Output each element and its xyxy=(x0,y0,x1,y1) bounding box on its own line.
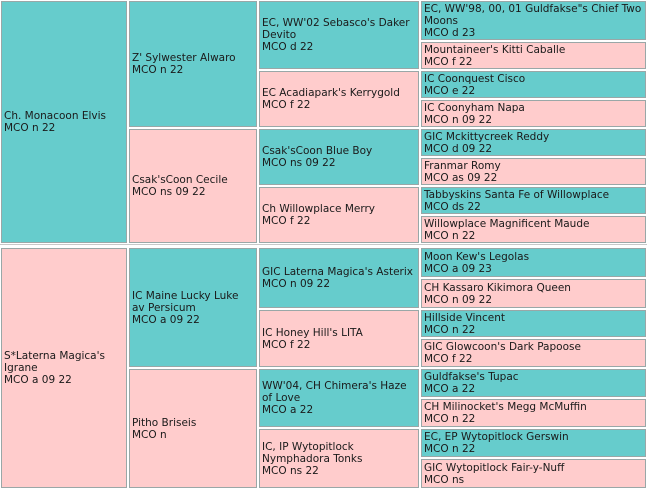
cat-name: EC Acadiapark's Kerrygold xyxy=(262,87,400,99)
cat-code: MCO n 22 xyxy=(424,413,476,425)
pedigree-cell-sdds: Tabbyskins Santa Fe of Willowplace MCO ds… xyxy=(420,186,647,215)
cat-name: Guldfakse's Tupac xyxy=(424,371,519,383)
pedigree-cell-sdsd: Franmar Romy MCO as 09 22 xyxy=(420,157,647,186)
cat-code: MCO ds 22 xyxy=(424,200,481,213)
cat-code: MCO a 09 22 xyxy=(4,374,72,386)
cat-name: Tabbyskins Santa Fe of Willowplace xyxy=(424,188,610,201)
pedigree-cell-sssd: Mountaineer's Kitti Caballe MCO f 22 xyxy=(420,41,647,70)
cat-name: GIC Glowcoon's Dark Papoose xyxy=(424,341,581,353)
cat-code: MCO f 22 xyxy=(262,338,311,351)
cat-name: GIC Mckittycreek Reddy xyxy=(424,130,550,143)
cat-code: MCO a 22 xyxy=(424,383,476,395)
cat-name: GIC Wytopitlock Fair-y-Nuff xyxy=(424,461,565,474)
cat-name: Ch Willowplace Merry xyxy=(262,203,376,215)
cat-name: GIC Laterna Magica's Asterix xyxy=(262,266,413,278)
pedigree-cell-ssdd: IC Coonyham Napa MCO n 09 22 xyxy=(420,99,647,128)
pedigree-cell-dssd: CH Kassaro Kikimora Queen MCO n 09 22 xyxy=(420,278,647,309)
cat-name: IC Coonyham Napa xyxy=(424,101,525,114)
pedigree-cell-dddd: GIC Wytopitlock Fair-y-Nuff MCO ns xyxy=(420,458,647,489)
cat-name: EC, WW'02 Sebasco's Daker Devito xyxy=(262,17,410,41)
cat-name: IC Maine Lucky Luke av Persicum xyxy=(132,289,239,314)
pedigree-cell-sdss: GIC Mckittycreek Reddy MCO d 09 22 xyxy=(420,128,647,157)
cat-code: MCO n 22 xyxy=(424,323,476,336)
cat-code: MCO f 22 xyxy=(424,55,473,68)
cat-code: MCO d 22 xyxy=(262,41,314,53)
cat-code: MCO n 22 xyxy=(424,443,476,455)
cat-code: MCO n 09 22 xyxy=(424,113,493,126)
cat-name: IC Coonquest Cisco xyxy=(424,72,526,85)
cat-code: MCO f 22 xyxy=(262,99,311,111)
cat-code: MCO a 09 22 xyxy=(132,313,200,326)
cat-name: WW'04, CH Chimera's Haze of Love xyxy=(262,380,407,404)
cat-code: MCO n 22 xyxy=(4,122,56,134)
cat-code: MCO f 22 xyxy=(424,353,473,365)
pedigree-cell-ss: Z' Sylwester Alwaro MCO n 22 xyxy=(128,0,258,128)
cat-name: Hillside Vincent xyxy=(424,311,506,324)
cat-code: MCO n 09 22 xyxy=(262,278,331,290)
cat-name: CH Kassaro Kikimora Queen xyxy=(424,281,571,294)
pedigree-cell-dd: Pitho Briseis MCO n xyxy=(128,368,258,489)
cat-code: MCO f 22 xyxy=(262,215,311,227)
cat-code: MCO a 22 xyxy=(262,404,314,416)
pedigree-sire: Ch. Monacoon Elvis MCO n 22 xyxy=(0,0,128,244)
pedigree-cell-ddds: EC, EP Wytopitlock Gerswin MCO n 22 xyxy=(420,428,647,458)
cat-code: MCO n 09 22 xyxy=(424,293,493,306)
pedigree-cell-sdd: Ch Willowplace Merry MCO f 22 xyxy=(258,186,420,244)
pedigree-cell-dsd: IC Honey Hill's LITA MCO f 22 xyxy=(258,309,420,368)
pedigree-cell-dsdd: GIC Glowcoon's Dark Papoose MCO f 22 xyxy=(420,338,647,368)
cat-name: Willowplace Magnificent Maude xyxy=(424,217,590,230)
cat-name: Moon Kew's Legolas xyxy=(424,250,530,263)
pedigree-cell-dsss: Moon Kew's Legolas MCO a 09 23 xyxy=(420,247,647,278)
cat-name: EC, WW'98, 00, 01 Guldfakse"s Chief Two … xyxy=(424,2,642,27)
pedigree-cell-sss: EC, WW'02 Sebasco's Daker Devito MCO d 22 xyxy=(258,0,420,70)
cat-code: MCO a 09 23 xyxy=(424,262,492,275)
cat-name: Csak'sCoon Blue Boy xyxy=(262,145,373,157)
cat-code: MCO as 09 22 xyxy=(424,171,498,184)
cat-name: Z' Sylwester Alwaro xyxy=(132,52,236,64)
pedigree-cell-ds: IC Maine Lucky Luke av Persicum MCO a 09 … xyxy=(128,247,258,368)
cat-name: Franmar Romy xyxy=(424,159,501,172)
cat-name: S*Laterna Magica's Igrane xyxy=(4,350,105,374)
pedigree-cell-sds: Csak'sCoon Blue Boy MCO ns 09 22 xyxy=(258,128,420,186)
cat-name: CH Milinocket's Megg McMuffin xyxy=(424,401,587,413)
cat-name: IC, IP Wytopitlock Nymphadora Tonks xyxy=(262,440,363,465)
cat-code: MCO d 23 xyxy=(424,26,476,39)
pedigree-cell-ssds: IC Coonquest Cisco MCO e 22 xyxy=(420,70,647,99)
pedigree-cell-ssss: EC, WW'98, 00, 01 Guldfakse"s Chief Two … xyxy=(420,0,647,41)
cat-code: MCO d 09 22 xyxy=(424,142,493,155)
cat-code: MCO n 22 xyxy=(424,229,476,242)
cat-code: MCO n 22 xyxy=(132,64,184,76)
cat-code: MCO e 22 xyxy=(424,84,476,97)
cat-code: MCO ns 22 xyxy=(262,464,319,477)
pedigree-cell-ddd: IC, IP Wytopitlock Nymphadora Tonks MCO n… xyxy=(258,428,420,489)
cat-code: MCO n xyxy=(132,428,167,441)
cat-name: EC, EP Wytopitlock Gerswin xyxy=(424,431,569,443)
cat-name: Csak'sCoon Cecile xyxy=(132,174,228,186)
pedigree-cell-ddsd: CH Milinocket's Megg McMuffin MCO n 22 xyxy=(420,398,647,428)
pedigree-cell-sddd: Willowplace Magnificent Maude MCO n 22 xyxy=(420,215,647,244)
pedigree-cell-dss: GIC Laterna Magica's Asterix MCO n 09 22 xyxy=(258,247,420,309)
cat-code: MCO ns 09 22 xyxy=(132,186,206,198)
pedigree-cell-dsds: Hillside Vincent MCO n 22 xyxy=(420,309,647,338)
pedigree-cell-dds: WW'04, CH Chimera's Haze of Love MCO a 22 xyxy=(258,368,420,428)
cat-code: MCO ns 09 22 xyxy=(262,157,336,169)
cat-name: Ch. Monacoon Elvis xyxy=(4,110,107,122)
pedigree-cell-ssd: EC Acadiapark's Kerrygold MCO f 22 xyxy=(258,70,420,128)
cat-name: IC Honey Hill's LITA xyxy=(262,326,363,339)
pedigree-cell-ddss: Guldfakse's Tupac MCO a 22 xyxy=(420,368,647,398)
pedigree-cell-sd: Csak'sCoon Cecile MCO ns 09 22 xyxy=(128,128,258,244)
sire-dam-divider xyxy=(0,244,647,248)
cat-name: Pitho Briseis xyxy=(132,416,197,429)
cat-code: MCO ns xyxy=(424,473,465,486)
cat-name: Mountaineer's Kitti Caballe xyxy=(424,43,566,56)
pedigree-dam: S*Laterna Magica's Igrane MCO a 09 22 xyxy=(0,247,128,489)
